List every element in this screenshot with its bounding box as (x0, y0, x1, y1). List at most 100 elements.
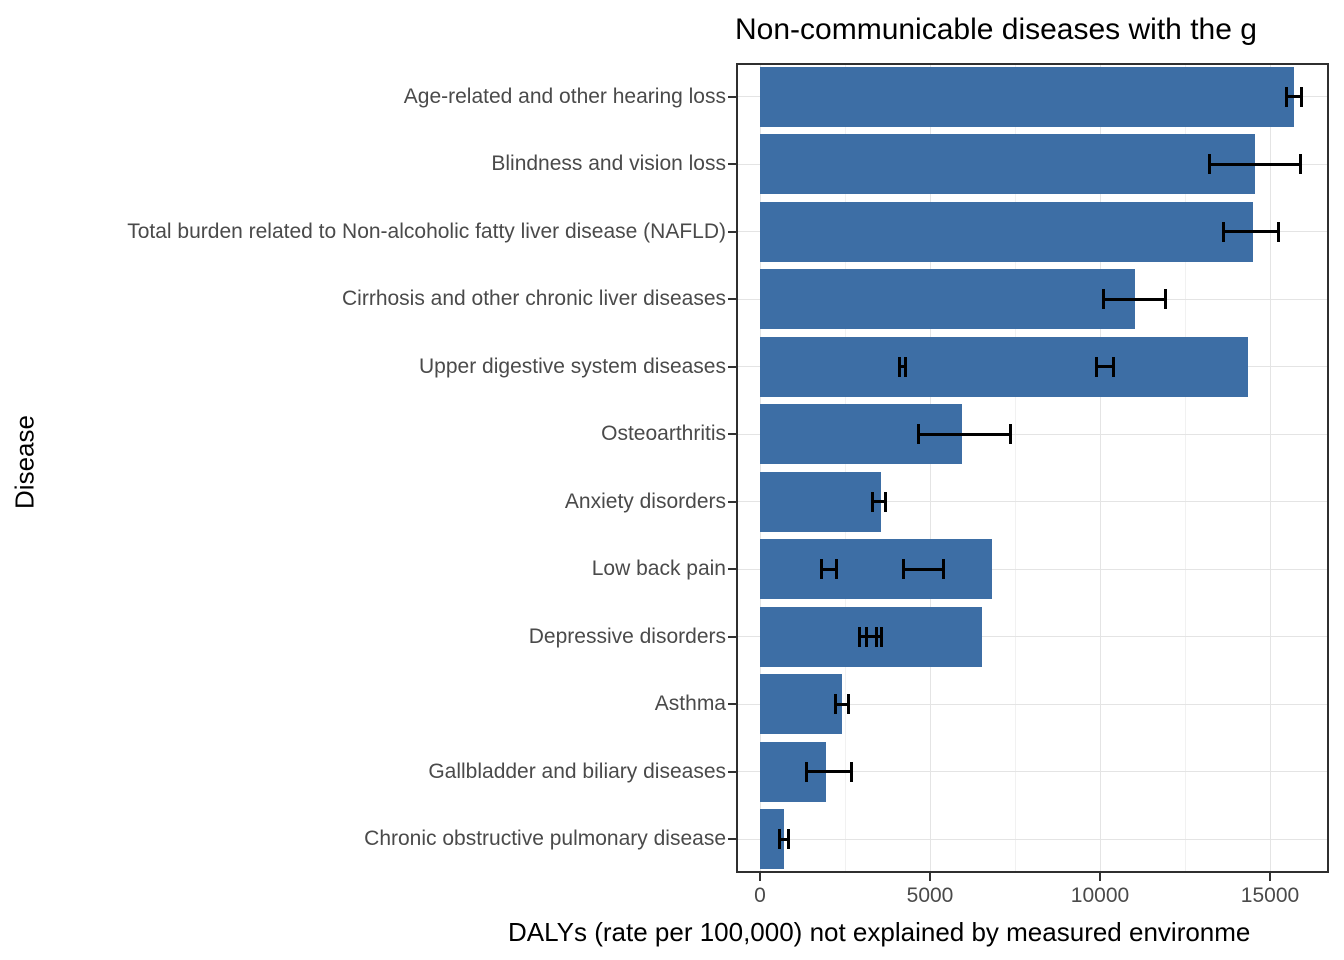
category-gridline (738, 636, 1327, 638)
error-bar-line (778, 837, 790, 841)
category-gridline (738, 771, 1327, 773)
category-gridline (738, 838, 1327, 840)
error-bar-line (865, 635, 884, 639)
error-bar-line (1102, 297, 1167, 301)
error-bar-line (871, 500, 888, 504)
error-bar-cap (898, 356, 902, 377)
error-bar-cap (847, 694, 851, 715)
y-axis-tick (728, 500, 736, 503)
error-bar-cap (850, 761, 854, 782)
bar (760, 809, 784, 870)
error-bar-line (917, 432, 1012, 436)
category-label: Low back pain (591, 557, 726, 581)
category-gridline (738, 703, 1327, 705)
error-bar-line (1284, 95, 1303, 99)
error-bar-line (1208, 162, 1302, 166)
error-bar-cap (917, 424, 921, 445)
error-bar-cap (880, 626, 884, 647)
category-label: Cirrhosis and other chronic liver diseas… (342, 287, 726, 311)
bar (760, 336, 1248, 397)
y-axis-tick (728, 95, 736, 98)
error-bar-line (820, 567, 839, 571)
y-axis-tick (728, 433, 736, 436)
category-label: Upper digestive system diseases (419, 354, 726, 378)
category-label: Total burden related to Non-alcoholic fa… (127, 219, 726, 243)
error-bar-cap (1094, 356, 1098, 377)
error-bar-line (805, 770, 854, 774)
error-bar-cap (1299, 86, 1303, 107)
error-bar-cap (820, 559, 824, 580)
category-gridline (738, 433, 1327, 435)
bar (760, 674, 842, 735)
error-bar-line (902, 567, 945, 571)
error-bar-cap (1111, 356, 1115, 377)
error-bar-cap (834, 694, 838, 715)
category-label: Chronic obstructive pulmonary disease (364, 827, 726, 851)
chart-title: Non-communicable diseases with the g (735, 13, 1257, 46)
major-gridline (1269, 65, 1271, 871)
major-gridline (759, 65, 761, 871)
error-bar-cap (1163, 289, 1167, 310)
category-label: Age-related and other hearing loss (403, 84, 726, 108)
major-gridline (1099, 65, 1101, 871)
bar (760, 66, 1294, 127)
y-axis-tick (728, 298, 736, 301)
error-bar-cap (884, 491, 888, 512)
error-bar-cap (857, 626, 861, 647)
y-axis-tick (728, 230, 736, 233)
category-label: Osteoarthritis (601, 422, 726, 446)
bar (760, 201, 1253, 262)
error-bar-cap (904, 356, 908, 377)
major-gridline (929, 65, 931, 871)
error-bar-cap (1222, 221, 1226, 242)
error-bar-line (898, 365, 908, 369)
minor-gridline (1014, 65, 1016, 871)
category-gridline (738, 568, 1327, 570)
x-axis-title: DALYs (rate per 100,000) not explained b… (508, 917, 1251, 947)
y-axis-tick (728, 163, 736, 166)
category-gridline (738, 501, 1327, 503)
minor-gridline (1184, 65, 1186, 871)
bar (760, 269, 1136, 330)
error-bar-line (1094, 365, 1115, 369)
y-axis-tick (728, 365, 736, 368)
plot-panel (736, 63, 1329, 873)
x-tick-label: 0 (754, 884, 766, 907)
error-bar-cap (835, 559, 839, 580)
error-bar-cap (1102, 289, 1106, 310)
error-bar-cap (865, 626, 869, 647)
x-axis-tick (929, 873, 931, 881)
y-axis-tick (728, 568, 736, 571)
error-bar-cap (1008, 424, 1012, 445)
x-tick-label: 10000 (1070, 884, 1130, 907)
x-tick-label: 5000 (906, 884, 954, 907)
error-bar-cap (941, 559, 945, 580)
bar (760, 471, 882, 532)
minor-gridline (844, 65, 846, 871)
y-axis-tick (728, 703, 736, 706)
y-axis-tick (728, 838, 736, 841)
error-bar-line (1222, 230, 1280, 234)
error-bar-cap (805, 761, 809, 782)
x-axis-tick (759, 873, 761, 881)
error-bar-cap (1208, 154, 1212, 175)
error-bar-cap (786, 829, 790, 850)
category-label: Anxiety disorders (564, 489, 726, 513)
x-tick-label: 15000 (1240, 884, 1300, 907)
bar (760, 134, 1256, 195)
error-bar-cap (1284, 86, 1288, 107)
category-label: Gallbladder and biliary diseases (428, 759, 726, 783)
bar (760, 539, 992, 600)
x-axis-tick (1269, 873, 1271, 881)
category-label: Depressive disorders (528, 624, 726, 648)
category-label: Blindness and vision loss (491, 152, 726, 176)
y-axis-tick (728, 770, 736, 773)
y-axis-tick (728, 635, 736, 638)
error-bar-cap (778, 829, 782, 850)
category-label: Asthma (654, 692, 726, 716)
x-axis-tick (1099, 873, 1101, 881)
y-axis-title: Disease (9, 415, 40, 509)
error-bar-cap (902, 559, 906, 580)
error-bar-cap (1298, 154, 1302, 175)
